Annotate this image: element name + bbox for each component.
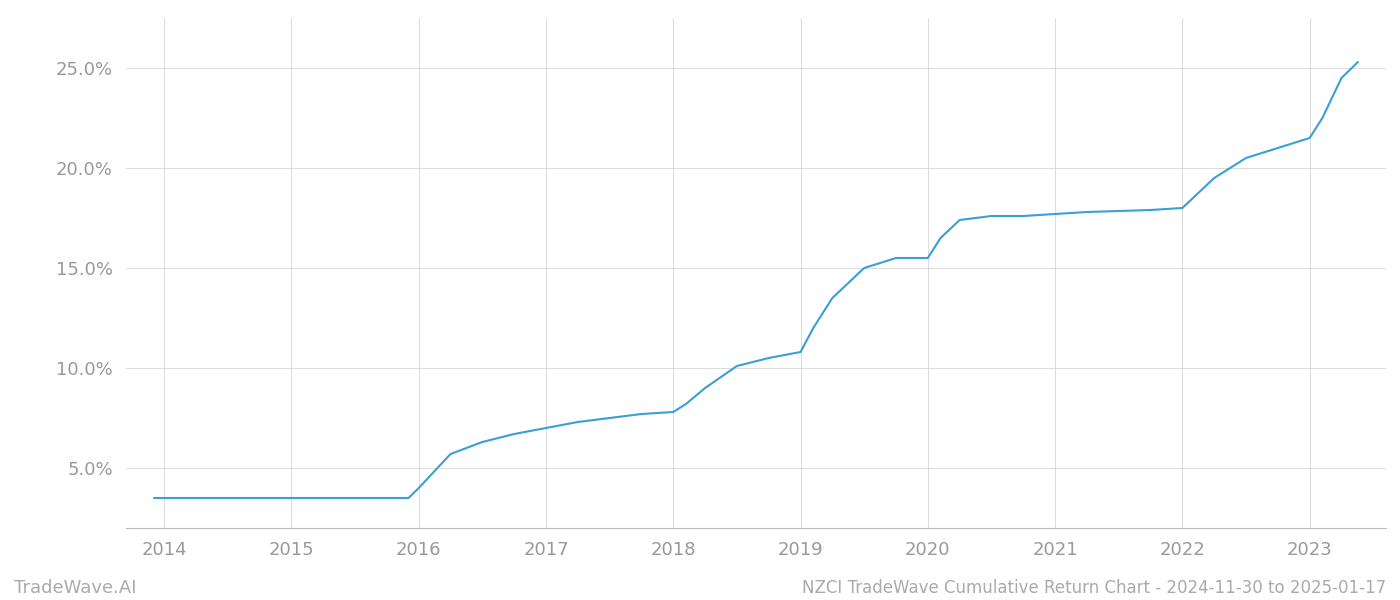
Text: TradeWave.AI: TradeWave.AI xyxy=(14,579,137,597)
Text: NZCI TradeWave Cumulative Return Chart - 2024-11-30 to 2025-01-17: NZCI TradeWave Cumulative Return Chart -… xyxy=(802,579,1386,597)
